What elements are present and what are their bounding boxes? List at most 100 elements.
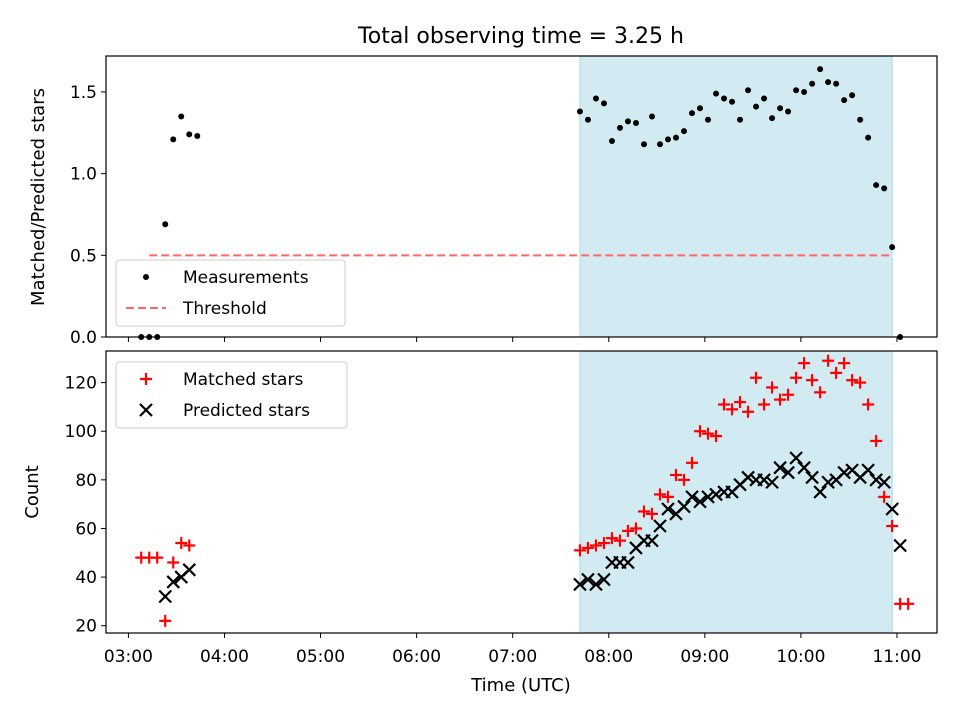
- measurement-point: [657, 141, 663, 148]
- measurement-point: [785, 108, 792, 115]
- x-tick-label: 06:00: [392, 647, 441, 667]
- predicted-star-point: [661, 502, 675, 516]
- measurement-point: [697, 105, 704, 112]
- y-tick-label: 0.0: [70, 328, 97, 348]
- measurement-point: [665, 136, 672, 143]
- bottom-y-axis-label: Count: [22, 465, 43, 518]
- measurement-point: [632, 119, 639, 126]
- matched-star-point: [573, 544, 586, 557]
- matched-star-point: [822, 354, 835, 367]
- predicted-star-point: [757, 473, 771, 487]
- y-tick-label: 100: [65, 422, 97, 442]
- matched-star-point: [862, 398, 875, 411]
- predicted-star-point: [781, 465, 795, 480]
- predicted-star-point: [621, 555, 635, 570]
- measurement-point: [584, 116, 591, 123]
- matched-star-point: [654, 488, 666, 501]
- x-tick-label: 04:00: [200, 647, 249, 667]
- measurement-point: [833, 80, 840, 87]
- measurement-point: [600, 100, 607, 107]
- predicted-star-point: [597, 572, 611, 587]
- predicted-star-point: [701, 490, 715, 504]
- top-plot-frame: [105, 55, 938, 338]
- matched-star-point: [151, 551, 164, 564]
- measurement-point: [608, 137, 615, 144]
- matched-star-point: [686, 456, 699, 469]
- matched-star-point: [597, 537, 610, 550]
- measurement-point: [681, 128, 688, 135]
- matched-star-point: [662, 490, 675, 503]
- x-tick-label: 10:00: [776, 647, 825, 667]
- measurement-point: [873, 182, 880, 189]
- measurement-point: [761, 95, 768, 102]
- y-tick-label: 1.5: [70, 83, 97, 103]
- predicted-star-point: [869, 473, 883, 487]
- predicted-star-point: [573, 577, 587, 592]
- matched-star-point: [175, 537, 188, 550]
- matched-star-point: [742, 405, 755, 418]
- measurement-point: [178, 113, 185, 120]
- predicted-star-point: [861, 463, 875, 477]
- measurement-point: [865, 134, 872, 141]
- matched-star-point: [718, 398, 731, 411]
- matched-star-point: [702, 427, 715, 440]
- matched-star-point: [782, 388, 795, 401]
- measurement-point: [809, 80, 816, 87]
- predicted-star-point: [885, 502, 899, 516]
- matched-star-point: [621, 524, 634, 537]
- predicted-star-point: [797, 460, 811, 475]
- matched-star-point: [846, 374, 859, 387]
- x-tick-label: 03:00: [104, 647, 153, 667]
- y-tick-label: 40: [75, 568, 97, 588]
- matched-star-point: [678, 473, 691, 486]
- predicted-star-point: [589, 577, 603, 592]
- y-tick-label: 1.0: [70, 165, 97, 185]
- predicted-star-point: [813, 485, 827, 499]
- x-tick-label: 11:00: [872, 647, 921, 667]
- matched-star-point: [726, 403, 739, 416]
- legend-predicted-swatch: [139, 403, 153, 417]
- legend-measurement-swatch: [143, 274, 149, 280]
- measurement-point: [721, 95, 728, 102]
- bottom-axis-ticks: 20 40 60 80 100 120 03:00 04:00 05:00 06:00 07:00 0…: [65, 374, 922, 667]
- predicted-star-point: [182, 563, 197, 577]
- bottom-plot-frame: [105, 350, 938, 634]
- measurement-point: [777, 105, 784, 112]
- matched-star-point: [870, 434, 883, 447]
- matched-star-point: [637, 505, 650, 518]
- matched-star-point: [581, 541, 594, 554]
- matched-star-point: [694, 425, 707, 438]
- measurement-point: [648, 113, 655, 120]
- y-tick-label: 80: [75, 471, 97, 491]
- measurement-point: [689, 110, 696, 117]
- y-tick-label: 20: [75, 617, 97, 637]
- predicted-star-point: [693, 494, 707, 509]
- matched-star-point: [734, 396, 747, 409]
- measurement-point: [817, 66, 824, 73]
- matched-star-point: [167, 556, 180, 569]
- matched-star-point: [902, 597, 915, 610]
- measurement-point: [713, 90, 720, 97]
- x-axis-label: Time (UTC): [470, 675, 571, 696]
- matched-star-point: [613, 534, 626, 547]
- matched-star-point: [750, 371, 763, 384]
- measurement-point: [673, 134, 680, 141]
- measurement-point: [745, 87, 752, 94]
- measurement-point: [841, 97, 848, 104]
- bottom-legend: Matched stars Predicted stars: [115, 361, 348, 429]
- top-axis-ticks: 0.0 0.5 1.0 1.5: [70, 83, 898, 348]
- chart-title: Total observing time = 3.25 h: [357, 24, 684, 49]
- predicted-star-point: [677, 499, 691, 514]
- predicted-star-point: [166, 575, 181, 589]
- matched-star-point: [878, 490, 891, 503]
- matched-star-point: [886, 520, 899, 533]
- legend-label: Measurements: [183, 268, 309, 288]
- predicted-star-point: [877, 475, 891, 490]
- measurement-point: [849, 92, 856, 99]
- matched-star-point: [790, 371, 803, 384]
- measurement-point: [194, 133, 201, 140]
- matched-star-point: [589, 539, 602, 552]
- x-tick-label: 09:00: [680, 647, 729, 667]
- measurement-point: [186, 131, 193, 138]
- legend-matched-swatch: [140, 373, 152, 385]
